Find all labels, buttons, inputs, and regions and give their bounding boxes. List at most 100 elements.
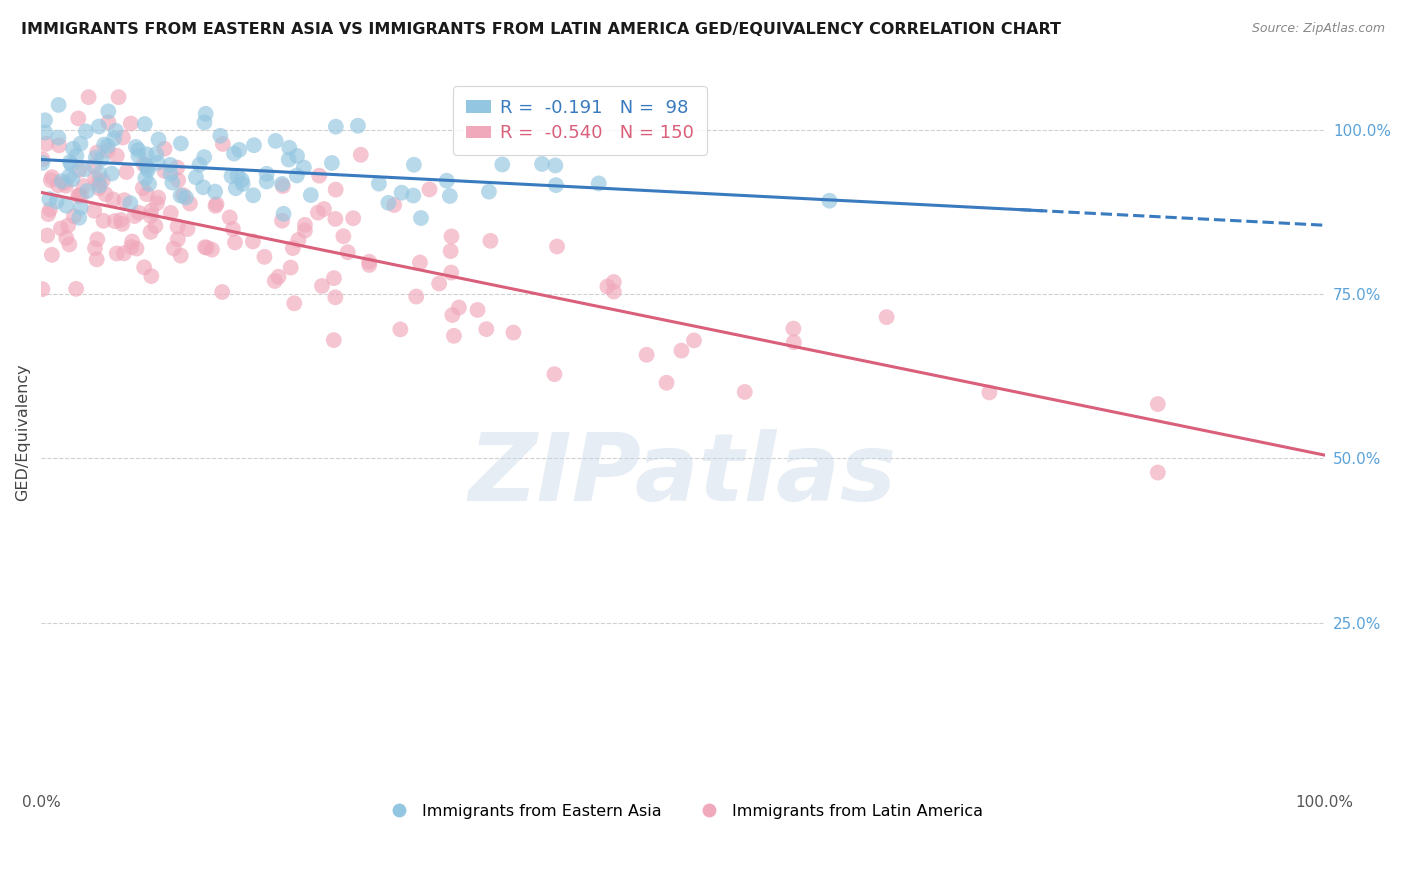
Point — [307, 205, 329, 219]
Point — [38, 192, 60, 206]
Point — [48, 138, 70, 153]
Point — [148, 132, 170, 146]
Point — [48, 130, 70, 145]
Point — [97, 144, 120, 158]
Point — [285, 169, 308, 183]
Point — [110, 213, 132, 227]
Point — [67, 188, 90, 202]
Point — [211, 136, 233, 151]
Point — [253, 250, 276, 264]
Point — [292, 161, 315, 175]
Point — [89, 178, 111, 193]
Point — [308, 169, 330, 183]
Point — [271, 179, 294, 194]
Point — [166, 232, 188, 246]
Point — [478, 185, 501, 199]
Point — [201, 243, 224, 257]
Point — [134, 260, 156, 275]
Point — [60, 157, 83, 171]
Point — [440, 244, 463, 259]
Point — [55, 231, 77, 245]
Point — [418, 182, 440, 196]
Point — [409, 211, 432, 225]
Point — [218, 211, 240, 225]
Point — [683, 334, 706, 348]
Point — [69, 136, 91, 151]
Point — [359, 254, 381, 268]
Point — [127, 149, 149, 163]
Point — [332, 229, 354, 244]
Point — [90, 152, 112, 166]
Point — [105, 246, 128, 260]
Point — [323, 290, 346, 304]
Point — [271, 213, 294, 227]
Point — [544, 178, 567, 193]
Point — [325, 183, 347, 197]
Point — [86, 145, 108, 160]
Point — [603, 275, 626, 289]
Point — [179, 196, 201, 211]
Point — [135, 158, 157, 172]
Point — [166, 219, 188, 234]
Point — [382, 198, 405, 212]
Point — [87, 181, 110, 195]
Point — [475, 322, 498, 336]
Point — [39, 202, 62, 217]
Point — [76, 184, 98, 198]
Point — [120, 240, 142, 254]
Point — [267, 269, 290, 284]
Point — [104, 214, 127, 228]
Point — [37, 207, 59, 221]
Point — [281, 241, 304, 255]
Point — [222, 146, 245, 161]
Point — [159, 167, 181, 181]
Point — [440, 266, 463, 280]
Point — [138, 177, 160, 191]
Point — [479, 234, 502, 248]
Point — [141, 203, 163, 218]
Point — [62, 142, 84, 156]
Point — [231, 173, 253, 187]
Point — [128, 206, 150, 220]
Point — [588, 177, 610, 191]
Point — [94, 187, 117, 202]
Point — [491, 157, 513, 171]
Point — [148, 191, 170, 205]
Point — [441, 308, 464, 322]
Point — [818, 194, 841, 208]
Point — [135, 147, 157, 161]
Point — [125, 242, 148, 256]
Point — [124, 209, 146, 223]
Point — [83, 159, 105, 173]
Point — [193, 115, 215, 129]
Point — [159, 206, 181, 220]
Point — [153, 142, 176, 156]
Point — [377, 195, 399, 210]
Point — [193, 150, 215, 164]
Point — [145, 219, 167, 233]
Point — [543, 367, 565, 381]
Point — [67, 112, 90, 126]
Point — [221, 169, 243, 183]
Point — [979, 385, 1001, 400]
Point — [97, 139, 120, 153]
Point — [135, 158, 157, 172]
Point — [84, 171, 107, 186]
Point — [636, 348, 658, 362]
Point — [141, 269, 163, 284]
Point — [342, 211, 364, 226]
Point — [31, 152, 53, 166]
Point — [65, 282, 87, 296]
Point — [34, 125, 56, 139]
Point — [546, 239, 568, 253]
Point — [139, 225, 162, 239]
Point — [336, 245, 359, 260]
Point — [544, 159, 567, 173]
Point — [172, 188, 194, 202]
Point — [299, 188, 322, 202]
Legend: Immigrants from Eastern Asia, Immigrants from Latin America: Immigrants from Eastern Asia, Immigrants… — [377, 797, 988, 825]
Point — [389, 322, 412, 336]
Point — [176, 222, 198, 236]
Point — [596, 279, 619, 293]
Point — [105, 149, 128, 163]
